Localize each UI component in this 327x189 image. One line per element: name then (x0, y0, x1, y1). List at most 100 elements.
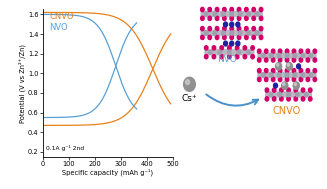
Circle shape (287, 97, 290, 101)
Circle shape (271, 77, 275, 82)
Circle shape (287, 64, 289, 66)
Circle shape (299, 58, 303, 62)
Circle shape (257, 77, 261, 82)
Text: NVO: NVO (217, 55, 237, 64)
Circle shape (230, 22, 234, 27)
Circle shape (237, 7, 241, 12)
Circle shape (294, 88, 298, 92)
Circle shape (313, 49, 317, 53)
Circle shape (213, 12, 216, 16)
Circle shape (277, 53, 281, 58)
Circle shape (251, 46, 254, 50)
Circle shape (265, 58, 268, 62)
Circle shape (271, 69, 275, 73)
Circle shape (293, 73, 297, 77)
Circle shape (306, 77, 310, 82)
Circle shape (265, 69, 268, 73)
Circle shape (208, 7, 212, 12)
Circle shape (228, 46, 231, 50)
Circle shape (285, 73, 289, 77)
Circle shape (204, 46, 208, 50)
Circle shape (292, 58, 296, 62)
Circle shape (285, 53, 289, 58)
Circle shape (235, 55, 239, 59)
Circle shape (208, 26, 212, 31)
Circle shape (294, 97, 298, 101)
Circle shape (230, 7, 233, 12)
Circle shape (309, 53, 313, 58)
Circle shape (297, 64, 301, 69)
Circle shape (308, 97, 312, 101)
Circle shape (208, 35, 212, 40)
Circle shape (201, 7, 204, 12)
Circle shape (285, 77, 289, 82)
Circle shape (308, 88, 312, 92)
Circle shape (236, 22, 240, 27)
Circle shape (245, 35, 248, 40)
Circle shape (215, 26, 219, 31)
Circle shape (224, 41, 228, 46)
Circle shape (272, 97, 276, 101)
Circle shape (262, 73, 265, 77)
Circle shape (271, 49, 275, 53)
Circle shape (272, 88, 276, 92)
Circle shape (306, 49, 310, 53)
Circle shape (221, 12, 225, 16)
Circle shape (313, 58, 317, 62)
Circle shape (243, 55, 247, 59)
Circle shape (237, 35, 241, 40)
FancyBboxPatch shape (200, 11, 263, 17)
Circle shape (269, 53, 273, 58)
Circle shape (306, 58, 310, 62)
Circle shape (247, 12, 250, 16)
Circle shape (313, 77, 317, 82)
Circle shape (278, 58, 282, 62)
Circle shape (276, 63, 282, 70)
Circle shape (278, 49, 282, 53)
Circle shape (301, 88, 305, 92)
Circle shape (220, 55, 223, 59)
Circle shape (269, 73, 273, 77)
Circle shape (245, 26, 248, 31)
Circle shape (304, 92, 308, 97)
Circle shape (212, 55, 216, 59)
FancyBboxPatch shape (257, 53, 317, 59)
Circle shape (204, 55, 208, 59)
Circle shape (259, 35, 263, 40)
Circle shape (259, 7, 263, 12)
Circle shape (265, 49, 268, 53)
FancyBboxPatch shape (204, 49, 254, 55)
Circle shape (252, 26, 255, 31)
Circle shape (287, 92, 290, 97)
Circle shape (251, 55, 254, 59)
Circle shape (299, 49, 303, 53)
Circle shape (301, 53, 305, 58)
Circle shape (237, 50, 241, 54)
Circle shape (255, 12, 259, 16)
Text: Cs⁺: Cs⁺ (181, 94, 197, 104)
Circle shape (186, 80, 190, 84)
Circle shape (296, 92, 299, 97)
Circle shape (306, 69, 310, 73)
Circle shape (259, 16, 263, 20)
Circle shape (215, 35, 219, 40)
Circle shape (273, 83, 278, 88)
Circle shape (278, 69, 282, 73)
Circle shape (238, 12, 242, 16)
Circle shape (287, 88, 290, 92)
Circle shape (230, 26, 233, 31)
Circle shape (278, 77, 282, 82)
Circle shape (292, 49, 296, 53)
Circle shape (265, 88, 269, 92)
Circle shape (265, 97, 269, 101)
Circle shape (255, 31, 259, 35)
Text: CNVO: CNVO (273, 106, 301, 116)
Circle shape (280, 97, 283, 101)
Circle shape (277, 73, 281, 77)
Circle shape (277, 64, 279, 66)
Circle shape (285, 69, 289, 73)
Text: NVO: NVO (49, 23, 68, 32)
FancyBboxPatch shape (200, 30, 263, 36)
Circle shape (223, 16, 226, 20)
Y-axis label: Potential (V vs Zn²⁺/Zn): Potential (V vs Zn²⁺/Zn) (19, 44, 26, 123)
